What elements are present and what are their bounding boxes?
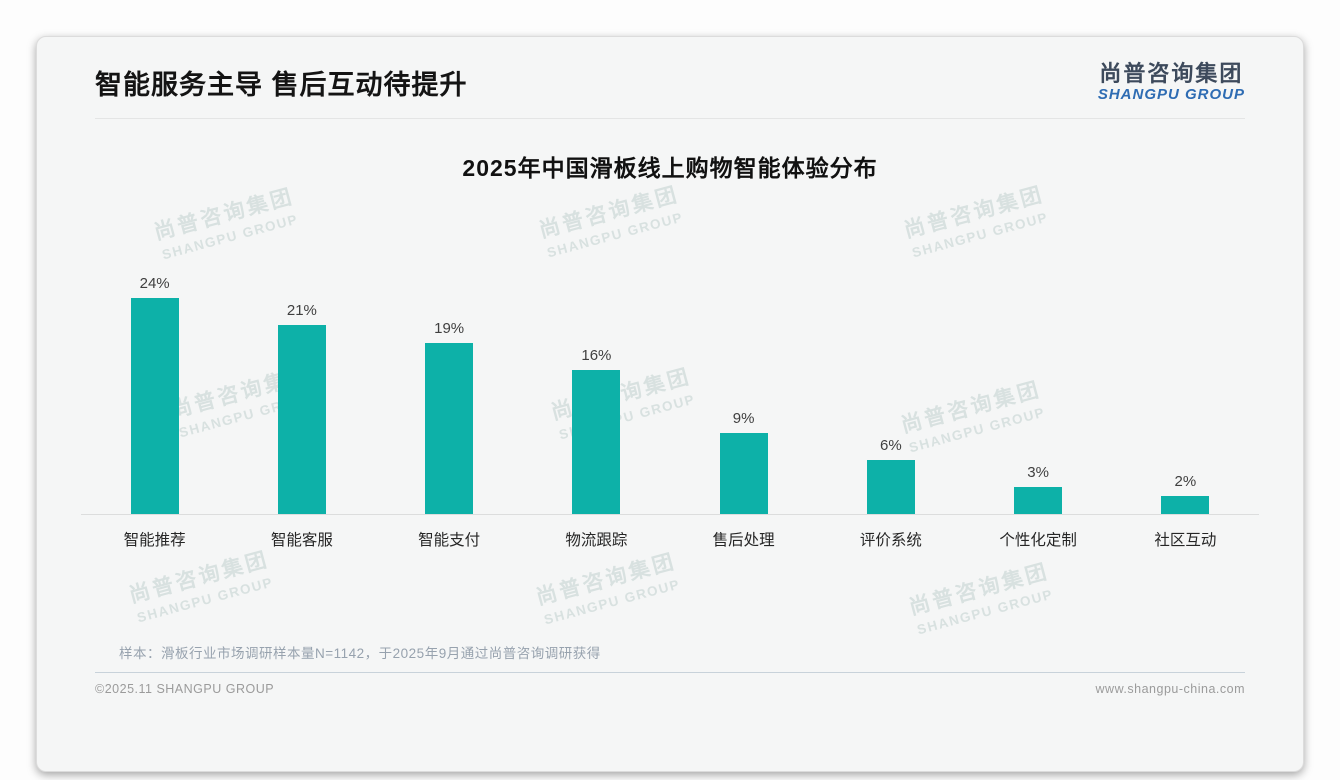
category-label: 物流跟踪 — [565, 531, 628, 549]
footer-copyright: ©2025.11 SHANGPU GROUP — [95, 681, 275, 696]
bar-column: 16% — [523, 347, 670, 514]
watermark: 尚普咨询集团 SHANGPU GROUP — [533, 549, 682, 628]
bar — [572, 369, 621, 514]
bar-value-label: 6% — [880, 436, 902, 454]
logo-cn-text: 尚普咨询集团 — [1099, 61, 1244, 86]
chart-title: 2025年中国滑板线上购物智能体验分布 — [462, 154, 878, 181]
category-label: 评价系统 — [859, 531, 922, 549]
bar — [1161, 495, 1210, 514]
bar-column: 6% — [817, 437, 964, 514]
bar — [277, 324, 326, 514]
bar-column: 21% — [228, 302, 375, 514]
category-label: 智能支付 — [418, 531, 481, 549]
company-logo: 尚普咨询集团 SHANGPU GROUP — [1098, 61, 1245, 104]
footer-website: www.shangpu-china.com — [1095, 681, 1245, 696]
bar-column: 2% — [1112, 473, 1259, 514]
footer-divider — [95, 671, 1245, 673]
bar-value-label: 3% — [1027, 463, 1049, 481]
bar-column: 24% — [81, 275, 228, 514]
bar-value-label: 2% — [1174, 472, 1197, 490]
bar — [130, 297, 179, 514]
bar-value-label: 19% — [434, 319, 465, 337]
category-label: 售后处理 — [712, 531, 775, 549]
watermark: 尚普咨询集团 SHANGPU GROUP — [906, 559, 1055, 638]
page-title: 智能服务主导 售后互动待提升 — [95, 69, 468, 100]
bar-value-label: 9% — [732, 409, 755, 427]
bar-value-label: 24% — [139, 274, 170, 292]
header-divider — [95, 117, 1245, 119]
bar — [1014, 486, 1063, 514]
category-label: 个性化定制 — [999, 531, 1077, 549]
bar — [719, 432, 768, 514]
sample-note: 样本：滑板行业市场调研样本量N=1142，于2025年9月通过尚普咨询调研获得 — [119, 645, 601, 661]
bar-value-label: 21% — [286, 301, 317, 319]
category-label: 智能推荐 — [123, 531, 186, 549]
logo-en-text: SHANGPU GROUP — [1097, 86, 1245, 104]
category-label: 社区互动 — [1154, 531, 1217, 549]
bar-column: 3% — [965, 464, 1112, 514]
bar-column: 19% — [376, 320, 523, 514]
category-label: 智能客服 — [270, 531, 333, 549]
bars-row: 24% 21% 19% 16% 9% 6% 3% 2% — [81, 183, 1259, 515]
bar — [866, 459, 915, 514]
watermark: 尚普咨询集团 SHANGPU GROUP — [126, 547, 275, 626]
chart-area: 2025年中国滑板线上购物智能体验分布 24% 21% 19% 16% 9% 6% 3% 2%… — [37, 149, 1303, 550]
slide-card: 尚普咨询集团 SHANGPU GROUP 尚普咨询集团 SHANGPU GROUP 尚普… — [36, 36, 1304, 772]
slide-header: 智能服务主导 售后互动待提升 尚普咨询集团 SHANGPU GROUP — [95, 37, 1245, 118]
bar — [425, 342, 474, 514]
slide-footer: ©2025.11 SHANGPU GROUP www.shangpu-china… — [95, 673, 1245, 696]
bar-column: 9% — [670, 410, 817, 514]
bar-value-label: 16% — [581, 346, 612, 364]
category-labels-row: 智能推荐 智能客服 智能支付 物流跟踪 售后处理 评价系统 个性化定制 社区互动 — [81, 515, 1259, 550]
